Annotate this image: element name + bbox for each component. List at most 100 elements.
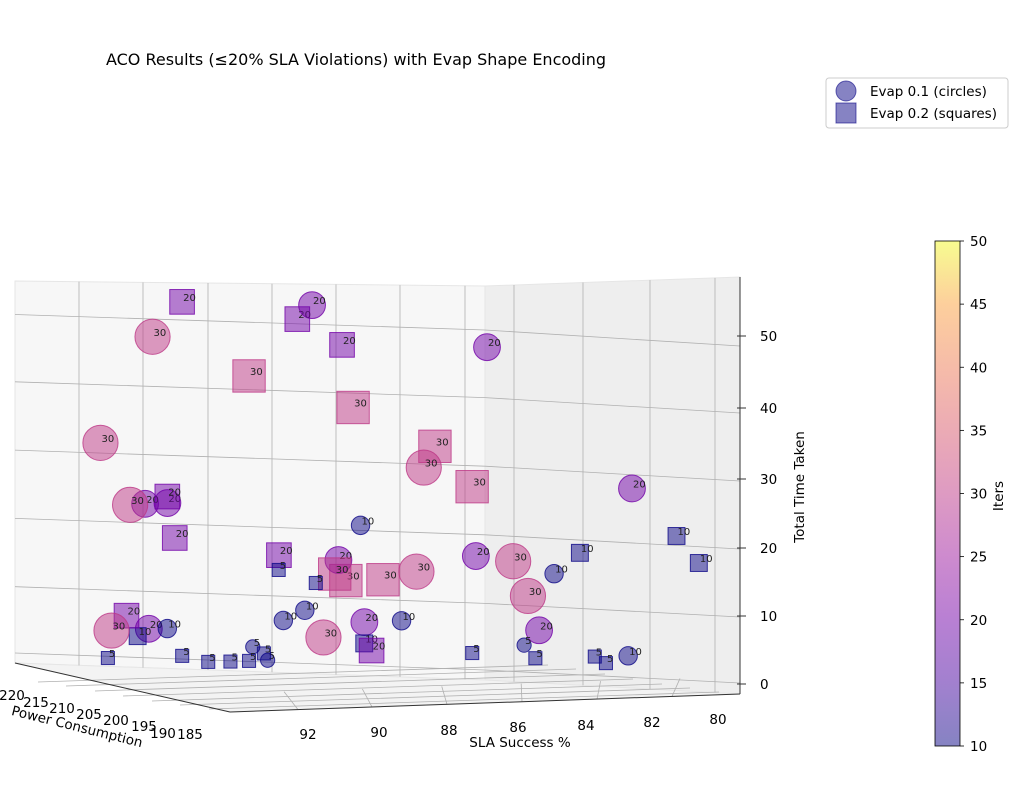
scatter-circle-point: 30 [509, 577, 547, 615]
colorbar-tick-label: 45 [970, 297, 987, 313]
circle-marker [157, 618, 178, 639]
scatter-square-point: 20 [161, 525, 188, 551]
point-iters-label: 5 [109, 649, 115, 660]
x-tick-label: 200 [103, 713, 129, 729]
square-marker [169, 289, 195, 315]
point-iters-label: 10 [581, 544, 594, 555]
scatter-circle-point: 30 [134, 318, 171, 355]
scatter-square-point: 20 [169, 289, 196, 315]
circle-marker [350, 515, 371, 536]
scatter-circle-point: 10 [391, 611, 416, 631]
scatter-square-point: 10 [689, 554, 713, 572]
z-grid-line [14, 652, 741, 684]
circle-marker [618, 474, 646, 503]
z-grid-line [14, 586, 741, 618]
point-iters-label: 5 [250, 652, 256, 663]
scatter-square-point: 30 [318, 557, 352, 591]
circle-marker [516, 637, 532, 653]
point-iters-label: 30 [101, 434, 114, 445]
y-tick-label: 86 [509, 720, 526, 736]
floor-grid-line [94, 673, 606, 692]
point-iters-label: 30 [354, 398, 367, 409]
point-iters-label: 10 [362, 516, 375, 527]
square-marker [455, 469, 489, 504]
point-iters-label: 30 [417, 563, 430, 574]
circle-marker [82, 424, 119, 461]
z-tick-label: 0 [760, 677, 769, 693]
z-tick-label: 10 [760, 609, 777, 625]
x-tick-label: 195 [131, 719, 157, 735]
x-tick-label: 190 [150, 726, 176, 742]
circle-marker [544, 564, 564, 584]
scatter-circle-point: 20 [618, 474, 646, 503]
z-tick-label: 40 [760, 401, 777, 417]
circle-marker [473, 333, 501, 362]
square-marker [242, 653, 257, 668]
circle-marker [461, 542, 490, 570]
floor-grid-line [151, 683, 663, 702]
point-iters-label: 20 [488, 338, 501, 349]
y-axis-label: SLA Success % [469, 735, 571, 751]
legend-circle-marker [835, 80, 857, 102]
circle-marker [134, 318, 171, 355]
colorbar-tick-label: 40 [970, 360, 987, 376]
scatter-circle-point: 30 [112, 486, 149, 523]
scatter-circle-point: 5 [516, 636, 532, 653]
point-iters-label: 5 [209, 653, 215, 664]
z-tick-label: 30 [760, 472, 777, 488]
point-iters-label: 5 [317, 574, 323, 585]
square-marker [223, 654, 238, 669]
colorbar-label: Iters [991, 481, 1007, 511]
colorbar-tick-label: 30 [970, 487, 987, 503]
point-iters-label: 5 [596, 648, 602, 659]
scatter-points: 2030202010205303020302055201020303010103… [82, 289, 713, 671]
circle-marker [391, 611, 412, 631]
circle-marker [525, 616, 553, 645]
point-iters-label: 5 [254, 638, 260, 649]
scatter-square-point: 5 [308, 574, 323, 591]
square-marker [201, 654, 216, 669]
z-grid-line [14, 314, 741, 347]
scatter-circle-point: 20 [298, 291, 326, 320]
point-iters-label: 5 [536, 649, 542, 660]
square-marker [358, 637, 385, 664]
point-iters-label: 20 [339, 551, 352, 562]
point-iters-label: 5 [525, 636, 531, 647]
scatter-square-point: 5 [271, 561, 286, 577]
z-axis-label: Total Time Taken [792, 431, 808, 544]
point-iters-label: 5 [269, 651, 275, 662]
square-marker [336, 390, 370, 425]
colorbar-tick-label: 25 [970, 550, 987, 566]
legend-box [825, 77, 1009, 129]
point-iters-label: 30 [529, 587, 542, 598]
scatter-circle-point: 10 [544, 564, 568, 584]
scatter-circle-point: 30 [405, 449, 442, 486]
scatter-circle-point: 10 [157, 618, 181, 639]
scatter-circle-point: 10 [350, 515, 375, 536]
colorbar: 10 15 20 25 30 35 40 45 50 Iters [934, 234, 1007, 755]
square-marker [161, 525, 188, 551]
floor-grid-line [65, 668, 577, 687]
axis-lines [14, 277, 741, 713]
floor-grid-line [179, 687, 691, 706]
scatter-square-point: 20 [329, 332, 356, 358]
point-iters-label: 10 [403, 612, 416, 623]
square-marker [366, 563, 400, 597]
square-marker [308, 575, 323, 591]
point-iters-label: 20 [150, 620, 163, 631]
scatter-square-point: 5 [223, 653, 238, 669]
scatter-circle-point: 10 [295, 600, 319, 620]
point-iters-label: 20 [343, 336, 356, 347]
point-iters-label: 20 [128, 607, 141, 618]
scatter-circle-point: 30 [93, 612, 130, 649]
point-iters-label: 10 [678, 527, 691, 538]
circle-marker [273, 610, 294, 631]
scatter-circle-point: 30 [305, 619, 342, 656]
y-tick-label: 80 [709, 712, 726, 728]
x-tick-label: 220 [0, 688, 25, 704]
floor-grid-line [122, 678, 634, 697]
square-marker [528, 651, 543, 666]
scatter-square-point: 20 [154, 483, 181, 510]
point-iters-label: 20 [365, 613, 378, 624]
legend-label-squares: Evap 0.2 (squares) [870, 106, 997, 122]
